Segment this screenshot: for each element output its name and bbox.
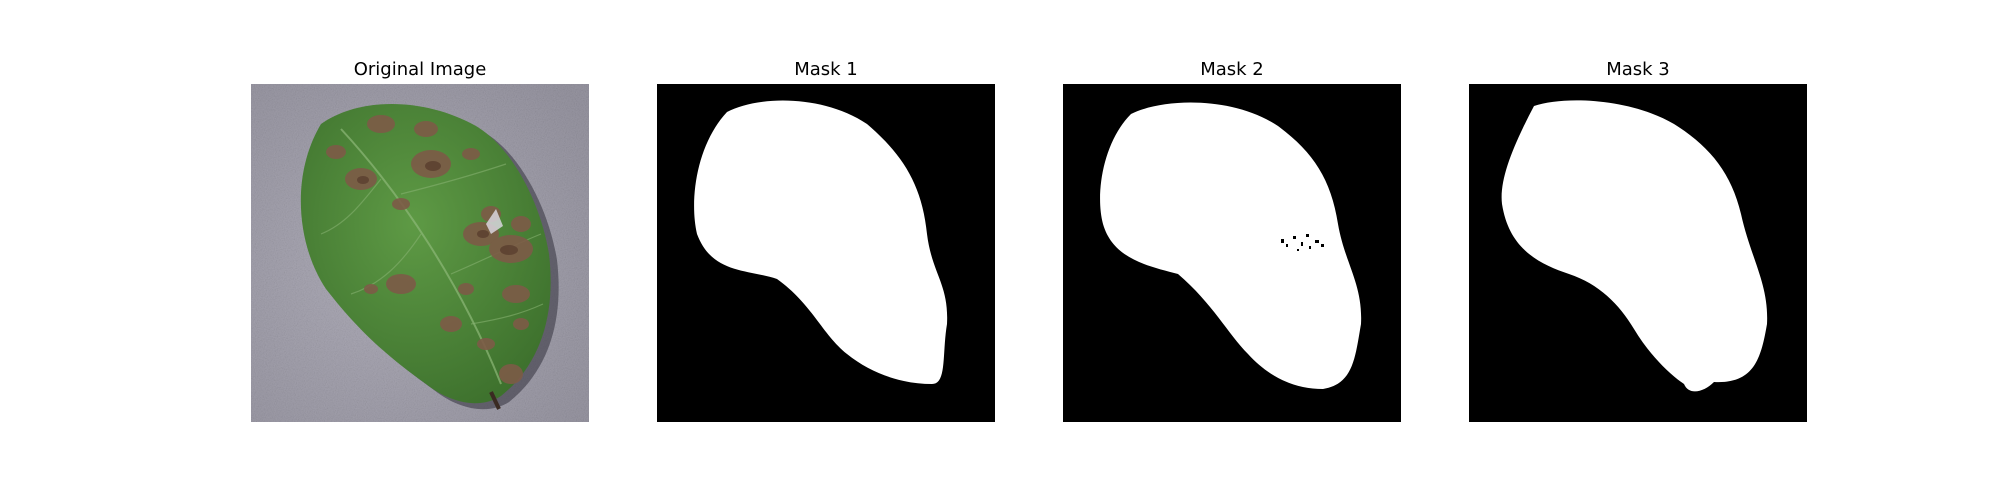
- panel-title: Mask 3: [1606, 59, 1670, 80]
- mask-speck: [1518, 144, 1525, 151]
- mask-3-svg: [1469, 84, 1807, 422]
- mask-2-image: [1063, 84, 1401, 422]
- leaf-photo-svg: [251, 84, 589, 422]
- mask-region: [1501, 100, 1768, 392]
- panel-title: Mask 1: [794, 59, 858, 80]
- mask-region: [1100, 102, 1362, 389]
- leaf-stem: [489, 391, 501, 410]
- panel-title: Mask 2: [1200, 59, 1264, 80]
- panel-title: Original Image: [353, 59, 487, 80]
- mask-1-image: [657, 84, 995, 422]
- mask-region: [694, 100, 948, 384]
- mask-holes: [1281, 234, 1324, 251]
- leaf-photo: [251, 84, 589, 422]
- mask-1-svg: [657, 84, 995, 422]
- mask-3-image: [1469, 84, 1807, 422]
- mask-2-svg: [1063, 84, 1401, 422]
